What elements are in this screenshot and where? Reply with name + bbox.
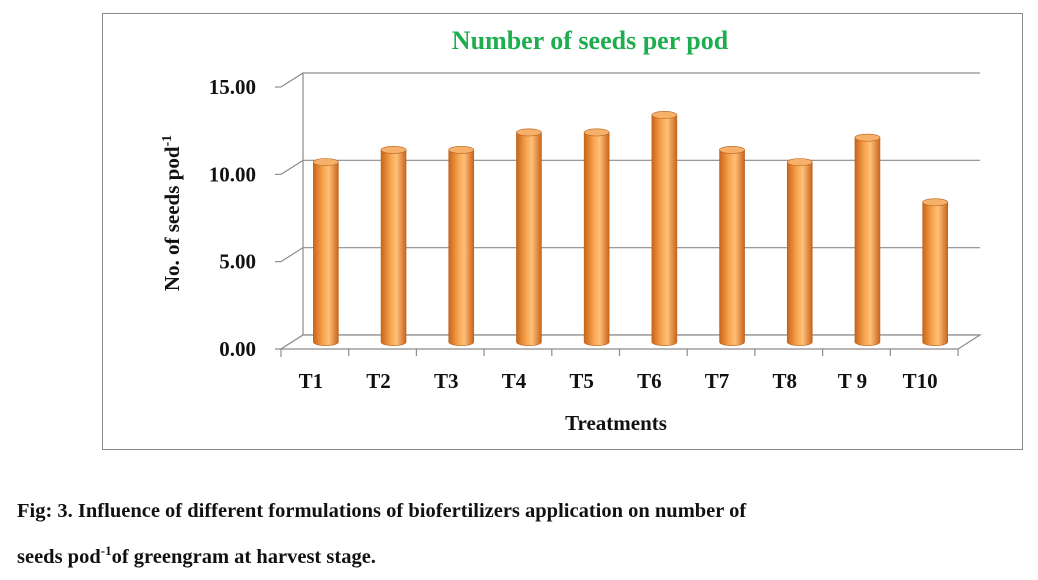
bar-body — [719, 149, 745, 346]
bar-body — [922, 201, 948, 346]
y-tick-label: 5.00 — [219, 250, 256, 274]
x-tick-label: T6 — [637, 369, 662, 393]
bar-top — [922, 198, 948, 207]
caption-line-2-end: of greengram at harvest stage. — [111, 546, 376, 568]
bar-top — [854, 133, 881, 142]
bar-body — [651, 114, 678, 346]
caption-line-2-start: seeds pod — [17, 546, 101, 568]
y-axis-title: No. of seeds pod-1 — [160, 135, 184, 291]
bar-body — [583, 132, 610, 346]
x-tick-label: T4 — [502, 369, 527, 393]
y-tick-label: 15.00 — [209, 75, 256, 99]
bar-body — [786, 161, 813, 346]
bar — [719, 145, 745, 346]
y-axis-title-text: No. of seeds pod — [160, 146, 184, 291]
bar-body — [448, 149, 475, 346]
bar-body — [516, 132, 542, 346]
caption-line-1: Fig: 3. Influence of different formulati… — [17, 500, 747, 522]
x-tick-label: T8 — [772, 369, 797, 393]
caption-line-2: seeds pod-1of greengram at harvest stage… — [17, 534, 1027, 580]
x-tick-label: T7 — [705, 369, 730, 393]
x-tick-label: T1 — [299, 369, 324, 393]
bar — [922, 198, 948, 346]
x-tick-label: T2 — [366, 369, 391, 393]
bar-top — [786, 158, 813, 166]
bar-top — [380, 145, 407, 154]
bar-top — [313, 158, 339, 166]
bars — [313, 111, 948, 346]
y-axis-title-superscript: -1 — [160, 135, 175, 147]
y-tick-label: 10.00 — [209, 162, 256, 186]
x-tick-label: T 9 — [838, 369, 867, 393]
bar-body — [380, 149, 407, 346]
y-tick-label: 0.00 — [219, 337, 256, 361]
bar — [313, 158, 339, 346]
bar-top — [719, 145, 745, 154]
x-axis-title: Treatments — [565, 411, 667, 435]
x-tick-label: T10 — [903, 369, 938, 393]
labels: Number of seeds per pod Treatments No. o… — [160, 26, 938, 435]
figure-caption: Fig: 3. Influence of different formulati… — [17, 488, 1027, 580]
x-tick-label: T5 — [569, 369, 594, 393]
bar — [786, 158, 813, 346]
bar — [854, 133, 881, 346]
bar — [516, 128, 542, 346]
caption-superscript: -1 — [100, 543, 112, 559]
bar — [583, 128, 610, 346]
bar — [651, 111, 678, 346]
bar — [448, 145, 475, 346]
x-tick-label: T3 — [434, 369, 459, 393]
bar-top — [448, 145, 475, 154]
bar-top — [516, 128, 542, 137]
gridline — [280, 72, 980, 88]
bar — [380, 145, 407, 346]
chart-title: Number of seeds per pod — [452, 26, 729, 55]
bar-top — [651, 111, 678, 119]
bar-top — [583, 128, 610, 137]
bar-body — [313, 161, 339, 346]
bar-body — [854, 137, 881, 346]
